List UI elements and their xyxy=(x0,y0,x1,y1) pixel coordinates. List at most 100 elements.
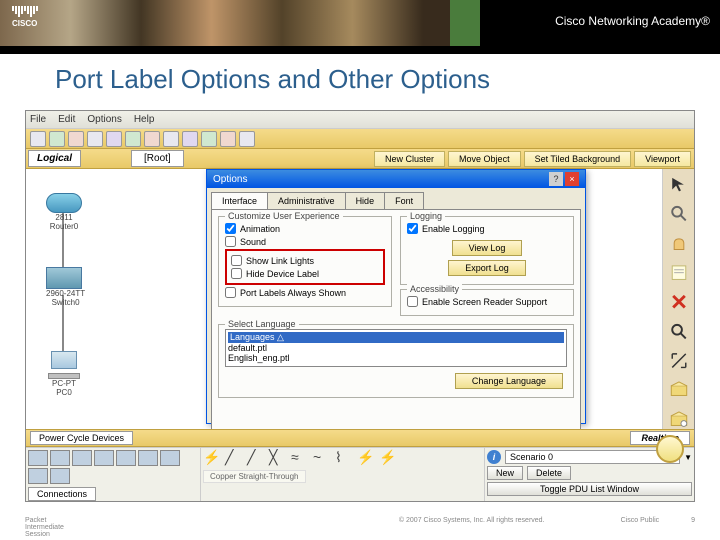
delete-scenario-button[interactable]: Delete xyxy=(527,466,571,480)
move-object-button[interactable]: Move Object xyxy=(448,151,521,167)
dialog-tabs: Interface Administrative Hide Font xyxy=(207,188,585,209)
cisco-logo: CISCO xyxy=(12,6,38,28)
logging-fieldset: Logging Enable Logging View Log Export L… xyxy=(400,216,574,285)
view-log-button[interactable]: View Log xyxy=(452,240,523,256)
category-hubs-icon[interactable] xyxy=(72,450,92,466)
tool-zoomout-icon[interactable] xyxy=(201,131,217,147)
export-log-button[interactable]: Export Log xyxy=(448,260,526,276)
cable-serial-icon[interactable]: ⚡ xyxy=(357,450,373,464)
tab-hide[interactable]: Hide xyxy=(345,192,386,209)
cable-fiber-icon[interactable]: ≈ xyxy=(291,450,307,464)
ux-legend: Customize User Experience xyxy=(225,211,343,221)
move-icon[interactable] xyxy=(669,234,689,253)
power-cycle-button[interactable]: Power Cycle Devices xyxy=(30,431,133,445)
pc-device[interactable]: PC-PT PC0 xyxy=(48,351,80,397)
cisco-text: CISCO xyxy=(12,19,38,28)
dialog-help-icon[interactable]: ? xyxy=(549,172,563,186)
sound-checkbox[interactable]: Sound xyxy=(225,236,385,247)
cable-phone-icon[interactable]: ~ xyxy=(313,450,329,464)
banner-photos xyxy=(0,0,470,46)
realtime-clock-icon[interactable] xyxy=(656,435,684,463)
select-icon[interactable] xyxy=(669,175,689,194)
tool-print-icon[interactable] xyxy=(87,131,103,147)
language-fieldset: Select Language Languages △ default.ptl … xyxy=(218,324,574,398)
logical-tab[interactable]: Logical xyxy=(28,150,81,167)
pdu-complex-icon[interactable] xyxy=(669,410,689,429)
port-labels-checkbox[interactable]: Port Labels Always Shown xyxy=(225,287,385,298)
tool-open-icon[interactable] xyxy=(49,131,65,147)
root-button[interactable]: [Root] xyxy=(131,150,184,167)
cable-coax-icon[interactable]: ⌇ xyxy=(335,450,351,464)
footer-line2: Intermediate xyxy=(25,524,323,531)
hide-device-checkbox[interactable]: Hide Device Label xyxy=(231,268,379,279)
tab-font[interactable]: Font xyxy=(384,192,424,209)
viewport-button[interactable]: Viewport xyxy=(634,151,691,167)
category-multi-icon[interactable] xyxy=(50,468,70,484)
lang-item-1[interactable]: default.ptl xyxy=(228,343,564,353)
tab-administrative[interactable]: Administrative xyxy=(267,192,346,209)
cable-serial2-icon[interactable]: ⚡ xyxy=(379,450,395,464)
info-icon[interactable]: i xyxy=(487,450,501,464)
change-language-button[interactable]: Change Language xyxy=(455,373,563,389)
menubar: File Edit Options Help xyxy=(26,111,694,129)
new-scenario-button[interactable]: New xyxy=(487,466,523,480)
tool-new-icon[interactable] xyxy=(30,131,46,147)
category-routers-icon[interactable] xyxy=(28,450,48,466)
slide-footer: Packet Intermediate Session © 2007 Cisco… xyxy=(25,517,695,538)
tool-custom-icon[interactable] xyxy=(239,131,255,147)
switch-device[interactable]: 2960-24TT Switch0 xyxy=(46,267,85,307)
cable-cross-icon[interactable]: ╳ xyxy=(269,450,285,464)
menu-help[interactable]: Help xyxy=(134,114,155,125)
accessibility-fieldset: Accessibility Enable Screen Reader Suppo… xyxy=(400,289,574,316)
cable-auto-icon[interactable]: ⚡ xyxy=(203,450,219,464)
screen-reader-checkbox[interactable]: Enable Screen Reader Support xyxy=(407,296,567,307)
category-end-icon[interactable] xyxy=(138,450,158,466)
pdu-icon[interactable] xyxy=(669,380,689,399)
new-cluster-button[interactable]: New Cluster xyxy=(374,151,445,167)
tool-redo-icon[interactable] xyxy=(163,131,179,147)
category-connections-icon[interactable] xyxy=(116,450,136,466)
menu-options[interactable]: Options xyxy=(87,114,121,125)
category-custom-icon[interactable] xyxy=(28,468,48,484)
dialog-close-icon[interactable]: × xyxy=(565,172,579,186)
tool-zoomin-icon[interactable] xyxy=(182,131,198,147)
lang-header: Languages △ xyxy=(228,332,564,343)
category-wireless-icon[interactable] xyxy=(94,450,114,466)
animation-checkbox[interactable]: Animation xyxy=(225,223,385,234)
menu-file[interactable]: File xyxy=(30,114,46,125)
cable-console-icon[interactable]: ╱ xyxy=(225,450,241,464)
note-icon[interactable] xyxy=(669,263,689,282)
enable-logging-checkbox[interactable]: Enable Logging xyxy=(407,223,567,234)
canvas[interactable]: 2811 Router0 2960-24TT Switch0 PC-PT PC0… xyxy=(26,169,662,429)
toggle-pdu-button[interactable]: Toggle PDU List Window xyxy=(487,482,692,496)
show-link-checkbox[interactable]: Show Link Lights xyxy=(231,255,379,266)
tool-undo-icon[interactable] xyxy=(144,131,160,147)
tool-paste-icon[interactable] xyxy=(125,131,141,147)
resize-icon[interactable] xyxy=(669,351,689,370)
inspect-icon[interactable] xyxy=(669,322,689,341)
packet-tracer-window: File Edit Options Help Logical [Root] Ne… xyxy=(25,110,695,502)
tab-interface[interactable]: Interface xyxy=(211,192,268,209)
tool-copy-icon[interactable] xyxy=(106,131,122,147)
scenario-field[interactable]: Scenario 0 xyxy=(505,450,680,464)
dialog-titlebar[interactable]: Options ? × xyxy=(207,170,585,188)
cable-straight-icon[interactable]: ╱ xyxy=(247,450,263,464)
options-dialog: Options ? × Interface Administrative Hid… xyxy=(206,169,586,424)
category-wan-icon[interactable] xyxy=(160,450,180,466)
banner-accent xyxy=(450,0,480,46)
menu-edit[interactable]: Edit xyxy=(58,114,75,125)
delete-icon[interactable] xyxy=(669,292,689,311)
ux-fieldset: Customize User Experience Animation Soun… xyxy=(218,216,392,307)
lang-item-2[interactable]: English_eng.ptl xyxy=(228,353,564,363)
tool-palette-icon[interactable] xyxy=(220,131,236,147)
cisco-banner: CISCO Cisco Networking Academy® xyxy=(0,0,720,46)
language-list[interactable]: Languages △ default.ptl English_eng.ptl xyxy=(225,329,567,367)
set-bg-button[interactable]: Set Tiled Background xyxy=(524,151,632,167)
router-device[interactable]: 2811 Router0 xyxy=(46,193,82,231)
tool-save-icon[interactable] xyxy=(68,131,84,147)
footer-line1: Packet xyxy=(25,517,323,524)
pc-name: PC0 xyxy=(48,388,80,397)
zoom-icon[interactable] xyxy=(669,204,689,223)
category-switches-icon[interactable] xyxy=(50,450,70,466)
right-toolbar xyxy=(662,169,694,429)
